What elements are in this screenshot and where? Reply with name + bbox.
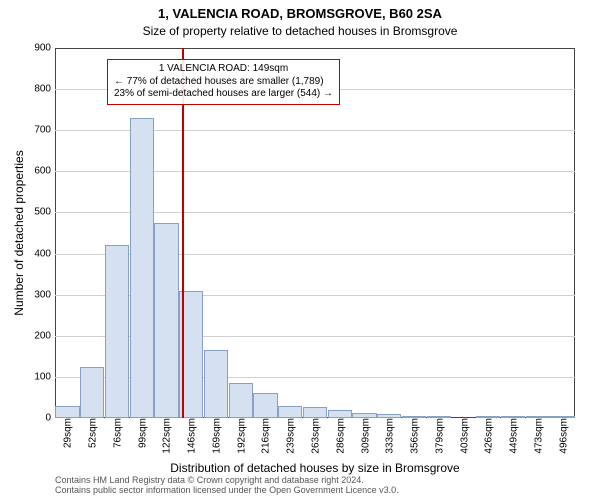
histogram-bar xyxy=(80,367,104,418)
histogram-bar xyxy=(278,406,302,418)
xtick-label: 122sqm xyxy=(160,418,173,454)
xtick-label: 286sqm xyxy=(333,418,346,454)
annotation-line: 23% of semi-detached houses are larger (… xyxy=(114,88,333,101)
ytick-label: 600 xyxy=(34,166,55,177)
xtick-label: 146sqm xyxy=(185,418,198,454)
ytick-label: 200 xyxy=(34,330,55,341)
x-axis-label: Distribution of detached houses by size … xyxy=(55,461,575,475)
annotation-line: 1 VALENCIA ROAD: 149sqm xyxy=(114,63,333,76)
histogram-bar xyxy=(154,223,178,418)
xtick-label: 169sqm xyxy=(209,418,222,454)
plot-area: 010020030040050060070080090029sqm52sqm76… xyxy=(55,48,575,418)
xtick-label: 216sqm xyxy=(259,418,272,454)
xtick-label: 426sqm xyxy=(482,418,495,454)
histogram-bar xyxy=(105,245,129,418)
histogram-bar xyxy=(303,407,327,419)
xtick-label: 192sqm xyxy=(234,418,247,454)
y-axis-label: Number of detached properties xyxy=(12,150,26,315)
ytick-label: 700 xyxy=(34,125,55,136)
chart-subtitle: Size of property relative to detached ho… xyxy=(0,24,600,38)
ytick-label: 100 xyxy=(34,371,55,382)
annotation-box: 1 VALENCIA ROAD: 149sqm← 77% of detached… xyxy=(107,59,340,105)
histogram-bar xyxy=(130,118,154,418)
xtick-label: 99sqm xyxy=(135,418,148,448)
xtick-label: 379sqm xyxy=(432,418,445,454)
histogram-bar xyxy=(204,350,228,418)
xtick-label: 52sqm xyxy=(86,418,99,448)
xtick-label: 449sqm xyxy=(507,418,520,454)
histogram-chart: 1, VALENCIA ROAD, BROMSGROVE, B60 2SA Si… xyxy=(0,0,600,500)
histogram-bar xyxy=(253,393,277,418)
histogram-bar xyxy=(229,383,253,418)
xtick-label: 333sqm xyxy=(383,418,396,454)
ytick-label: 400 xyxy=(34,248,55,259)
xtick-label: 239sqm xyxy=(284,418,297,454)
histogram-bar xyxy=(55,406,79,418)
ytick-label: 300 xyxy=(34,289,55,300)
xtick-label: 473sqm xyxy=(531,418,544,454)
footer-credits: Contains HM Land Registry data © Crown c… xyxy=(55,476,399,496)
histogram-bar xyxy=(328,410,352,418)
xtick-label: 356sqm xyxy=(408,418,421,454)
footer-line2: Contains public sector information licen… xyxy=(55,486,399,496)
xtick-label: 403sqm xyxy=(457,418,470,454)
xtick-label: 496sqm xyxy=(556,418,569,454)
ytick-label: 500 xyxy=(34,207,55,218)
ytick-label: 800 xyxy=(34,84,55,95)
ytick-label: 900 xyxy=(34,43,55,54)
xtick-label: 309sqm xyxy=(358,418,371,454)
y-axis-label-wrap: Number of detached properties xyxy=(12,48,26,418)
xtick-label: 263sqm xyxy=(309,418,322,454)
xtick-label: 29sqm xyxy=(61,418,74,448)
xtick-label: 76sqm xyxy=(110,418,123,448)
chart-title: 1, VALENCIA ROAD, BROMSGROVE, B60 2SA xyxy=(0,6,600,21)
ytick-label: 0 xyxy=(45,413,55,424)
annotation-line: ← 77% of detached houses are smaller (1,… xyxy=(114,76,333,89)
